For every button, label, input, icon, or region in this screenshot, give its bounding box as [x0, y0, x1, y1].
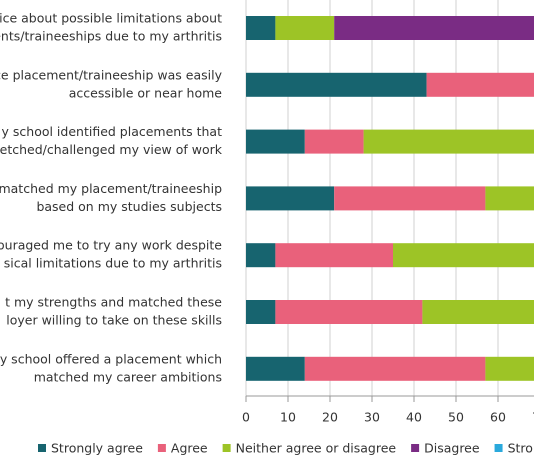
x-tick-label: 50 [448, 410, 464, 425]
bar-segment [246, 129, 305, 154]
bar-segment [275, 300, 423, 324]
bar-segment [304, 129, 364, 154]
bar-segment [246, 72, 427, 97]
bar-segment [246, 186, 335, 211]
bar-segment [422, 300, 534, 324]
x-tick-label: 10 [280, 410, 296, 425]
bar-segment [485, 186, 534, 211]
bar-segment [426, 72, 534, 97]
x-tick-label: 20 [322, 410, 338, 425]
bar-segment [246, 16, 276, 40]
legend-label: Agree [171, 441, 208, 456]
bar-segment [363, 129, 534, 154]
bar-segment [246, 243, 276, 268]
x-tick-label: 30 [364, 410, 380, 425]
category-label: loyer willing to take on these skills [6, 313, 222, 328]
legend-label: Neither agree or disagree [236, 441, 397, 456]
category-label: ouraged me to try any work despite [0, 238, 222, 253]
category-label: ents/traineeships due to my arthritis [0, 29, 222, 44]
bar-segment [334, 16, 534, 40]
category-label: t my strengths and matched these [5, 295, 222, 310]
bar-segment [246, 300, 276, 324]
category-label: ice about possible limitations about [0, 11, 222, 26]
x-tick-label: 40 [406, 410, 422, 425]
x-tick-label: 70 [532, 410, 534, 425]
bar-segment [304, 356, 486, 381]
legend-swatch [157, 444, 166, 452]
x-tick-label: 0 [242, 410, 250, 425]
legend-swatch [494, 444, 503, 452]
bar-segment [334, 186, 486, 211]
bar-segment [485, 356, 534, 381]
legend-swatch [411, 444, 420, 452]
category-label: y school identified placements that [2, 124, 223, 139]
category-label: etched/challenged my view of work [0, 142, 223, 157]
category-label: ce placement/traineeship was easily [0, 67, 223, 82]
category-label: accessible or near home [69, 85, 223, 100]
legend-swatch [38, 444, 46, 452]
category-label: matched my placement/traineeship [0, 181, 222, 196]
x-tick-label: 60 [490, 410, 506, 425]
category-label: matched my career ambitions [34, 369, 222, 384]
bar-segment [246, 356, 305, 381]
category-label: based on my studies subjects [36, 199, 222, 214]
legend-label: Strongly d [508, 441, 534, 456]
legend-label: Strongly agree [51, 441, 143, 456]
category-label: sical limitations due to my arthritis [4, 256, 222, 271]
category-label: y school offered a placement which [0, 351, 222, 366]
bar-segment [275, 243, 393, 268]
bar-segment [275, 16, 335, 40]
legend-swatch [222, 444, 231, 452]
legend-label: Disagree [424, 441, 480, 456]
bar-segment [393, 243, 534, 268]
